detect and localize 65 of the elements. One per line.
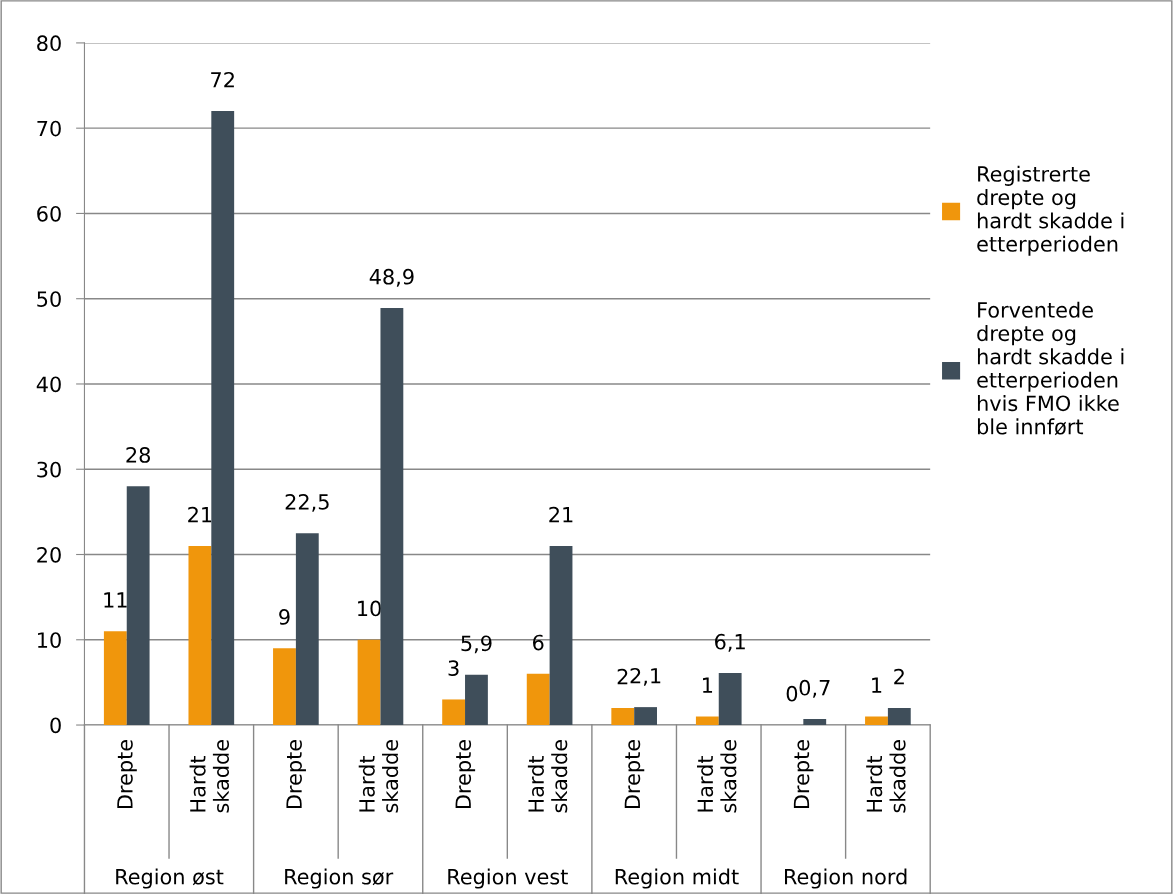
bar [718,673,742,726]
data-label: 9 [279,609,290,625]
bar [549,545,573,726]
x-tick-label: Hardt skadde [189,740,230,813]
bar [211,111,235,726]
data-label: 6,1 [715,633,745,652]
bar [526,673,550,726]
legend-label: Registrerte drepte og hardt skadde i etterperioden [977,165,1124,256]
data-label: 6 [533,634,544,651]
legend-label: Forventede drepte og hardt skadde i etterperioden hvis FMO ikke ble innført [977,301,1124,436]
bar [380,308,404,726]
y-tick-label: 20 [37,546,61,563]
text: Region midt [615,868,739,889]
data-label: 48,9 [369,268,414,287]
data-label: 0 [786,685,798,702]
bar [357,639,381,726]
x-tick-label: Drepte [117,740,137,809]
bar [465,674,488,726]
y-tick-label: 0 [50,717,61,734]
data-label: 28 [126,447,150,463]
bar [803,719,827,726]
data-label: 72 [211,71,234,88]
data-label: 21 [188,506,212,523]
data-label: 2,1 [630,667,661,686]
data-label: 5,9 [461,635,492,654]
bar [188,545,212,726]
data-label: 2 [894,668,904,685]
x-tick-label: Drepte [624,740,645,809]
bar [887,707,911,726]
y-tick-label: 50 [37,291,61,307]
text: Region nord [785,868,907,889]
text: Region vest [448,868,568,889]
text: Region sør [285,868,394,889]
bar [695,716,719,726]
data-label: 3 [448,660,459,676]
y-tick-label: 10 [38,632,61,648]
x-tick-label: Drepte [793,740,814,809]
bar [103,631,127,726]
bar [634,707,658,726]
bar [295,533,319,726]
x-tick-label: Drepte [286,740,306,809]
bar [273,648,296,726]
data-label: 11 [104,592,127,608]
text: Region øst [116,868,224,889]
y-tick-label: 80 [37,35,61,52]
data-label: 1 [703,677,713,693]
x-tick-label: Hardt skadde [527,740,568,813]
x-tick-label: Hardt skadde [866,740,906,813]
y-tick-label: 30 [37,461,61,478]
x-tick-label: Hardt skadde [358,740,399,813]
data-label: 10 [358,600,381,617]
bar [126,486,150,726]
x-tick-label: Hardt skadde [697,740,737,813]
y-tick-label: 40 [36,376,61,393]
y-tick-label: 60 [37,205,61,222]
data-label: 21 [549,506,573,523]
x-tick-label: Drepte [455,740,476,809]
bar [865,716,888,726]
data-label: 0,7 [799,679,830,698]
y-tick-label: 70 [37,120,61,137]
data-label: 2 [617,668,628,685]
bar [611,707,635,726]
data-label: 22,5 [285,493,329,512]
bar [442,699,466,726]
data-label: 1 [872,677,882,693]
